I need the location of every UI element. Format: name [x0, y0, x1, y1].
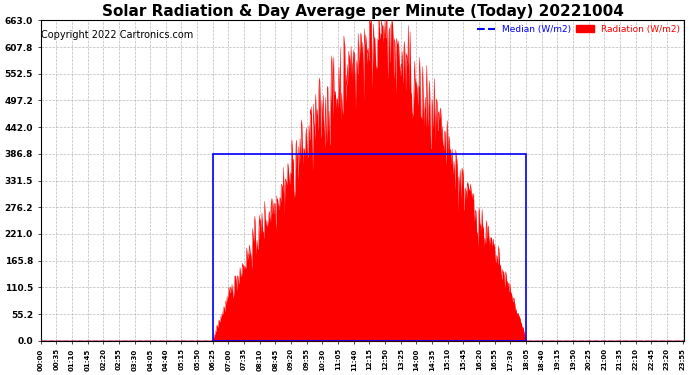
Bar: [213, 154, 526, 341]
Title: Solar Radiation & Day Average per Minute (Today) 20221004: Solar Radiation & Day Average per Minute…: [101, 4, 623, 19]
Text: Copyright 2022 Cartronics.com: Copyright 2022 Cartronics.com: [41, 30, 193, 40]
Legend: Median (W/m2), Radiation (W/m2): Median (W/m2), Radiation (W/m2): [477, 25, 680, 34]
